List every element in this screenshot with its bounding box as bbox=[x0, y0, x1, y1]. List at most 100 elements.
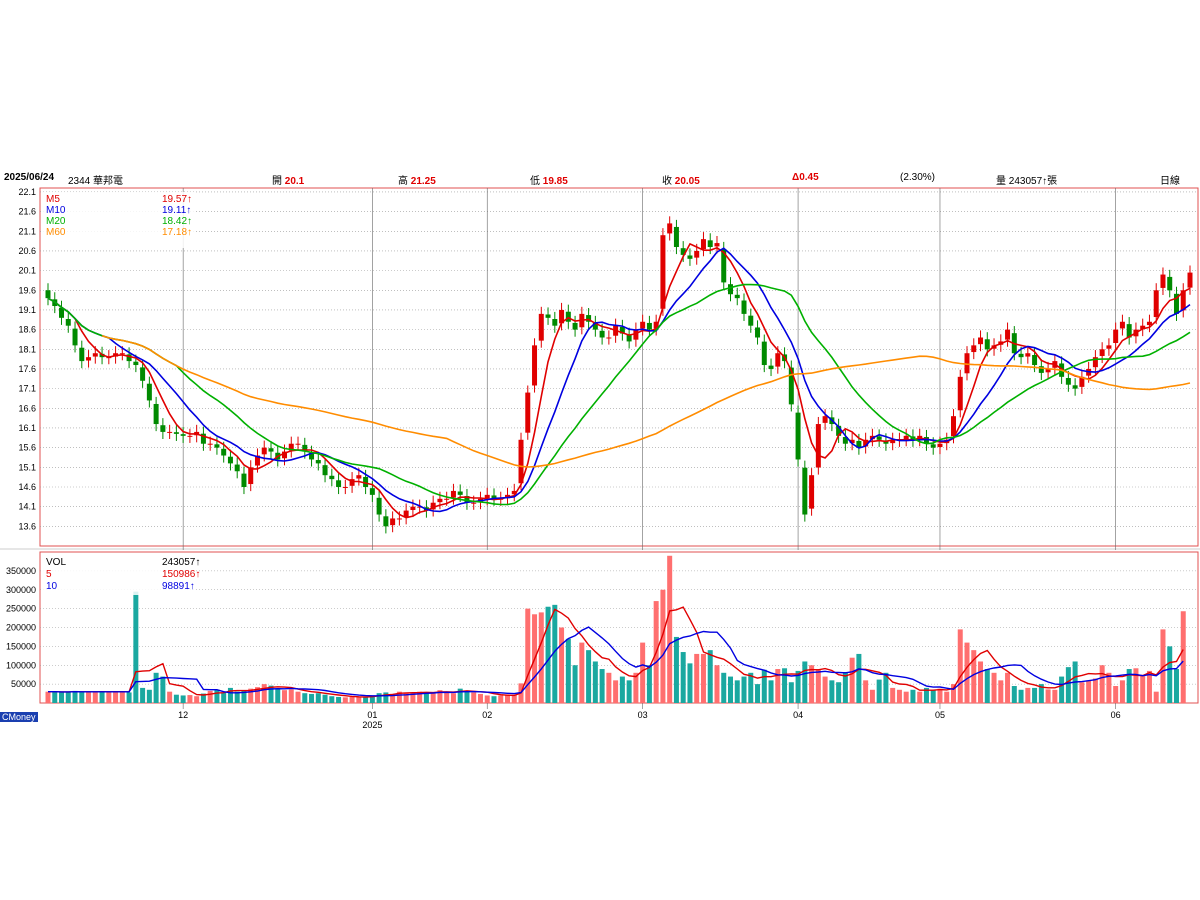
volume-bar bbox=[1038, 684, 1044, 703]
volume-bar bbox=[167, 691, 173, 703]
candle-body bbox=[836, 425, 842, 436]
candle-body bbox=[903, 435, 909, 440]
volume-bar bbox=[721, 672, 727, 703]
open-label: 開 bbox=[272, 176, 282, 187]
volume-legend-value: 98891↑ bbox=[162, 581, 195, 592]
candle-body bbox=[640, 321, 646, 329]
volume-bar bbox=[1126, 669, 1132, 703]
candle-body bbox=[45, 290, 51, 299]
candle-body bbox=[707, 240, 713, 248]
month-label: 06 bbox=[1111, 710, 1121, 720]
volume-bar bbox=[849, 657, 855, 703]
volume-bar bbox=[957, 629, 963, 703]
candle-body bbox=[1065, 378, 1071, 385]
volume-bar bbox=[1173, 669, 1179, 703]
price-tick-label: 22.1 bbox=[18, 187, 36, 197]
candle-body bbox=[1113, 329, 1119, 344]
candle-body bbox=[1167, 276, 1173, 291]
volume-legend-value: 150986↑ bbox=[162, 569, 200, 580]
volume-tick-label: 150000 bbox=[6, 641, 36, 651]
price-tick-label: 15.1 bbox=[18, 462, 36, 472]
candle-body bbox=[336, 480, 342, 487]
price-tick-label: 21.1 bbox=[18, 226, 36, 236]
volume-bar bbox=[1146, 670, 1152, 703]
candle-body bbox=[221, 448, 227, 456]
candle-body bbox=[842, 437, 848, 444]
candle-body bbox=[288, 443, 294, 451]
volume-bar bbox=[200, 693, 206, 703]
volume-bar bbox=[829, 680, 835, 703]
volume-bar bbox=[667, 555, 673, 703]
price-tick-label: 20.1 bbox=[18, 266, 36, 276]
price-tick-label: 18.6 bbox=[18, 325, 36, 335]
month-label: 01 bbox=[367, 710, 377, 720]
candle-body bbox=[65, 319, 71, 326]
candle-body bbox=[687, 255, 693, 259]
candle-body bbox=[802, 467, 808, 515]
volume-bar bbox=[707, 650, 713, 703]
year-label: 2025 bbox=[362, 720, 382, 730]
volume-bar bbox=[160, 676, 166, 703]
candle-body bbox=[86, 357, 92, 361]
volume-bar bbox=[1113, 686, 1119, 703]
price-legend-name: M5 bbox=[46, 194, 60, 205]
candle-body bbox=[552, 319, 558, 326]
candle-body bbox=[1119, 321, 1125, 329]
candle-body bbox=[937, 443, 943, 448]
price-tick-label: 20.6 bbox=[18, 246, 36, 256]
volume-bar bbox=[173, 694, 179, 703]
volume-bar bbox=[687, 663, 693, 703]
volume-bar bbox=[342, 697, 348, 703]
volume-bar bbox=[1140, 674, 1146, 703]
volume-bar bbox=[700, 653, 706, 703]
volume-bar bbox=[755, 684, 761, 703]
volume-bar bbox=[1059, 676, 1065, 703]
candle-body bbox=[173, 432, 179, 434]
volume-bar bbox=[937, 688, 943, 703]
candle-body bbox=[1079, 376, 1085, 387]
volume-bar bbox=[92, 692, 98, 703]
open-value: 20.1 bbox=[284, 176, 305, 187]
percent-change: (2.30%) bbox=[900, 172, 936, 183]
candle-body bbox=[140, 367, 146, 381]
volume-bar bbox=[423, 692, 429, 703]
volume-bar bbox=[950, 684, 956, 703]
volume-bar bbox=[842, 672, 848, 703]
price-tick-label: 16.1 bbox=[18, 423, 36, 433]
volume-bar bbox=[146, 689, 152, 703]
volume-bar bbox=[282, 690, 288, 703]
candle-body bbox=[957, 376, 963, 411]
volume-bar bbox=[1045, 689, 1051, 703]
price-tick-label: 18.1 bbox=[18, 344, 36, 354]
price-tick-label: 17.6 bbox=[18, 364, 36, 374]
volume-bar bbox=[261, 684, 267, 703]
candle-body bbox=[464, 496, 470, 503]
candle-body bbox=[964, 353, 970, 374]
low-price: 低 19.85 bbox=[530, 172, 568, 187]
volume-bar bbox=[302, 693, 308, 703]
candle-body bbox=[815, 424, 821, 468]
candle-body bbox=[322, 465, 328, 476]
volume-bar bbox=[552, 604, 558, 703]
volume-tick-label: 250000 bbox=[6, 604, 36, 614]
volume-bar bbox=[383, 692, 389, 703]
candle-body bbox=[457, 491, 463, 495]
volume-legend-value: 243057↑ bbox=[162, 557, 200, 568]
month-label: 02 bbox=[482, 710, 492, 720]
candle-body bbox=[822, 416, 828, 423]
low-label: 低 bbox=[530, 176, 540, 187]
volume-bar bbox=[126, 692, 132, 703]
volume-bar bbox=[241, 690, 247, 703]
volume-bar bbox=[59, 692, 65, 703]
volume-tick-label: 50000 bbox=[11, 679, 36, 689]
candle-body bbox=[376, 497, 382, 515]
candle-body bbox=[261, 447, 267, 455]
stock-code: 2344 華邦電 bbox=[68, 176, 124, 187]
volume-bar bbox=[944, 691, 950, 703]
candle-body bbox=[1005, 329, 1011, 340]
volume-bar bbox=[390, 693, 396, 703]
volume-bar bbox=[511, 694, 517, 703]
candle-body bbox=[59, 307, 65, 318]
candle-body bbox=[714, 243, 720, 247]
volume-bar bbox=[619, 676, 625, 703]
